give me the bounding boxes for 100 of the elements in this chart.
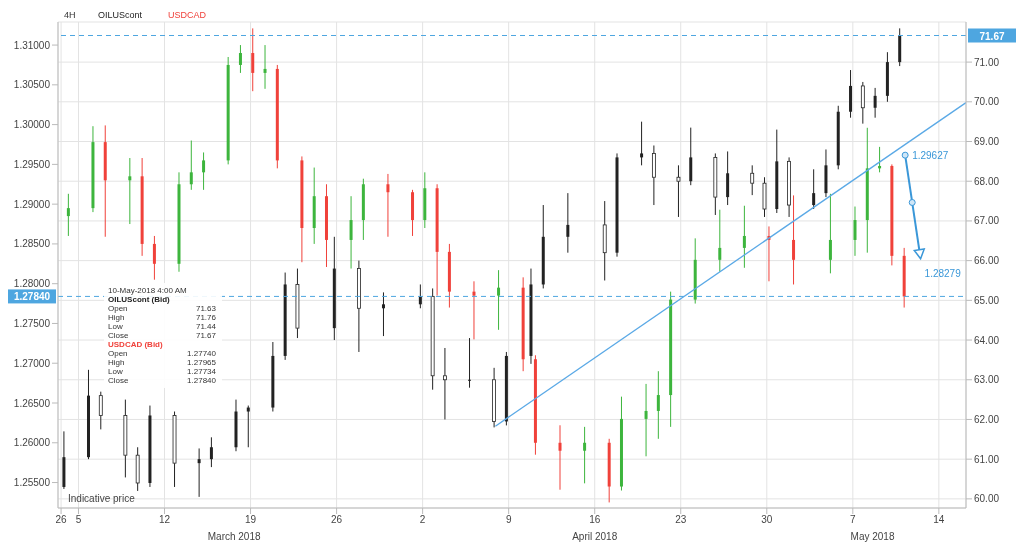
candlestick <box>430 287 435 391</box>
candlestick <box>238 44 242 74</box>
candlestick <box>251 27 255 92</box>
text: High 71.76 <box>108 312 216 322</box>
y-tick-label: 1.26000 <box>13 437 51 449</box>
text: Open 1.27740 <box>108 348 216 358</box>
candlestick <box>750 164 755 196</box>
y2-tick-label: 63.00 <box>974 374 1000 386</box>
y-tick-label: 1.26500 <box>13 397 51 409</box>
x-tick-label: 5 <box>75 514 82 526</box>
candlestick <box>676 164 681 218</box>
annotation: 1.29627 <box>912 150 949 162</box>
y-tick-label: 1.31000 <box>13 39 51 51</box>
candlestick <box>644 383 648 457</box>
annotation: Indicative price <box>68 493 136 504</box>
x-tick-label: 9 <box>505 514 512 526</box>
y-tick-label: 1.29500 <box>13 158 51 170</box>
candlestick <box>202 151 206 191</box>
y2-tick-label: 60.00 <box>974 493 1000 505</box>
candlestick <box>718 209 722 273</box>
candlestick <box>497 269 501 331</box>
candlestick <box>640 121 644 166</box>
y-tick-label: 1.30000 <box>13 119 51 131</box>
text: High 1.27965 <box>108 357 216 367</box>
candlestick <box>295 268 300 339</box>
y-tick-label: 1.30500 <box>13 79 51 91</box>
x-tick-label: 26 <box>55 514 68 526</box>
candlestick <box>443 347 447 420</box>
x-tick-label: 19 <box>245 514 257 526</box>
y-tick-label: 1.27500 <box>13 318 51 330</box>
y2-tick-label: 69.00 <box>974 136 1000 148</box>
x-tick-label: 2 <box>419 514 426 526</box>
candlestick <box>123 399 128 478</box>
y-tick-label: 1.29000 <box>13 198 51 210</box>
text: Close 1.27840 <box>108 375 216 385</box>
candlestick <box>726 150 730 206</box>
candlestick <box>566 192 570 254</box>
candlestick <box>128 157 132 225</box>
candlestick <box>651 144 656 206</box>
candlestick <box>853 206 857 257</box>
candlestick <box>468 337 472 389</box>
candlestick <box>472 280 476 340</box>
candlestick <box>152 235 156 281</box>
candlestick <box>689 127 693 186</box>
y-tick-label: 1.28500 <box>13 238 51 250</box>
candlestick <box>381 291 385 337</box>
x-tick-label: 23 <box>675 514 687 526</box>
candlestick <box>189 140 193 191</box>
candlestick <box>828 193 832 274</box>
x-tick-label: 16 <box>589 514 601 526</box>
text: Low 1.27734 <box>108 366 216 376</box>
candlestick <box>602 200 607 281</box>
x-tick-label: 26 <box>331 514 343 526</box>
ref-line-label: 1.27840 <box>13 291 51 303</box>
text: 4H <box>64 10 76 20</box>
y2-tick-label: 68.00 <box>974 175 1000 187</box>
candlestick <box>66 193 70 237</box>
x-tick-label: 12 <box>158 514 171 526</box>
ref-line-label: 71.67 <box>979 30 1005 42</box>
candlestick <box>656 370 660 440</box>
text: Open 71.63 <box>108 303 216 313</box>
candlestick <box>492 367 496 428</box>
candlestick <box>197 447 201 498</box>
candlestick <box>873 87 877 119</box>
y-tick-label: 1.25500 <box>13 477 51 489</box>
y2-tick-label: 64.00 <box>974 334 1000 346</box>
candlestick <box>742 205 746 269</box>
y2-tick-label: 62.00 <box>974 414 1000 426</box>
y2-tick-label: 70.00 <box>974 96 1000 108</box>
candlestick <box>583 426 587 484</box>
text: March 2018 <box>207 531 262 542</box>
annotation: USDCAD (Bid) <box>108 339 163 349</box>
x-tick-label: 7 <box>850 514 857 526</box>
y2-tick-label: 65.00 <box>974 294 1000 306</box>
text: Close 71.67 <box>108 330 216 340</box>
text: OILUScont <box>98 10 143 20</box>
y2-tick-label: 71.00 <box>974 56 1000 68</box>
y2-tick-label: 67.00 <box>974 215 1000 227</box>
candlestick <box>812 168 816 210</box>
y-tick-label: 1.28000 <box>13 278 51 290</box>
candlestick <box>386 173 390 238</box>
x-tick-label: 14 <box>933 514 945 526</box>
candlestick <box>263 44 267 90</box>
x-tick-label: 30 <box>761 514 773 526</box>
annotation: 10-May-2018 4:00 AM <box>108 285 188 295</box>
text: Low 71.44 <box>108 321 216 331</box>
candlestick <box>792 194 796 285</box>
y2-tick-label: 61.00 <box>974 453 1000 465</box>
candlestick <box>558 424 562 491</box>
annotation: 1.28279 <box>924 267 962 279</box>
y2-tick-label: 66.00 <box>974 255 1000 267</box>
annotation: OILUScont (Bid) <box>108 294 171 304</box>
text: USDCAD <box>168 10 207 20</box>
text: May 2018 <box>850 531 895 542</box>
candlestick <box>246 405 250 448</box>
candlestick <box>787 156 791 218</box>
candlestick <box>713 152 718 216</box>
text: April 2018 <box>572 531 618 542</box>
y-tick-label: 1.27000 <box>13 357 51 369</box>
candlestick <box>357 260 361 353</box>
